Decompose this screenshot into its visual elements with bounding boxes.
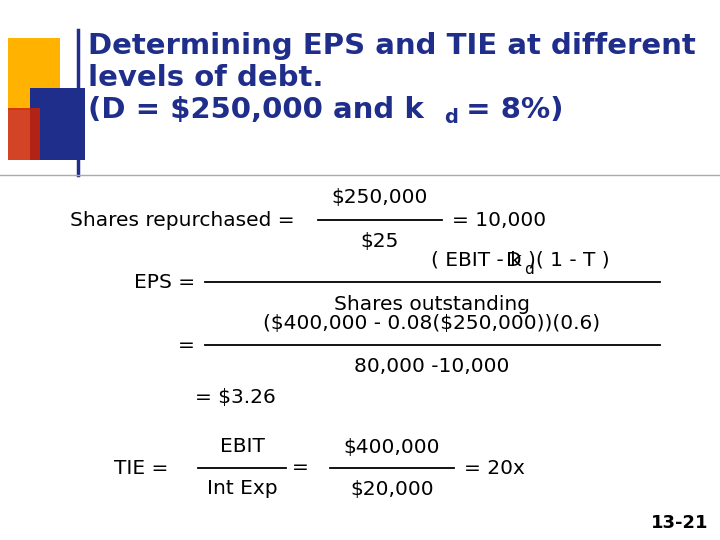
Text: levels of debt.: levels of debt. [88, 64, 323, 92]
Text: TIE =: TIE = [114, 458, 168, 477]
Text: d: d [444, 108, 458, 127]
Text: \$250,000: \$250,000 [332, 188, 428, 207]
Text: (D = \$250,000 and k: (D = \$250,000 and k [88, 96, 424, 124]
Text: 80,000 -10,000: 80,000 -10,000 [354, 357, 510, 376]
Text: =: = [178, 335, 195, 354]
Text: EBIT: EBIT [220, 437, 264, 456]
Text: =: = [292, 458, 308, 477]
Text: \$400,000: \$400,000 [343, 437, 440, 456]
Text: ( EBIT - k: ( EBIT - k [431, 251, 521, 269]
Text: \$20,000: \$20,000 [350, 480, 434, 498]
Text: = 20x: = 20x [464, 458, 525, 477]
Text: = 8%): = 8%) [456, 96, 564, 124]
Text: d: d [524, 261, 534, 276]
Text: = \$3.26: = \$3.26 [195, 388, 276, 408]
Text: = 10,000: = 10,000 [452, 211, 546, 229]
Text: Shares repurchased =: Shares repurchased = [70, 211, 294, 229]
FancyBboxPatch shape [30, 88, 85, 160]
FancyBboxPatch shape [8, 38, 60, 110]
Text: Determining EPS and TIE at different: Determining EPS and TIE at different [88, 32, 696, 60]
FancyBboxPatch shape [8, 108, 40, 160]
Text: 13-21: 13-21 [650, 514, 708, 532]
Text: (\$400,000 - 0.08(\$250,000))(0.6): (\$400,000 - 0.08(\$250,000))(0.6) [264, 314, 600, 333]
Text: Shares outstanding: Shares outstanding [334, 294, 530, 314]
Text: Int Exp: Int Exp [207, 480, 277, 498]
Text: \$25: \$25 [361, 233, 399, 252]
Text: EPS =: EPS = [134, 273, 195, 292]
Text: D )( 1 - T ): D )( 1 - T ) [506, 251, 610, 269]
